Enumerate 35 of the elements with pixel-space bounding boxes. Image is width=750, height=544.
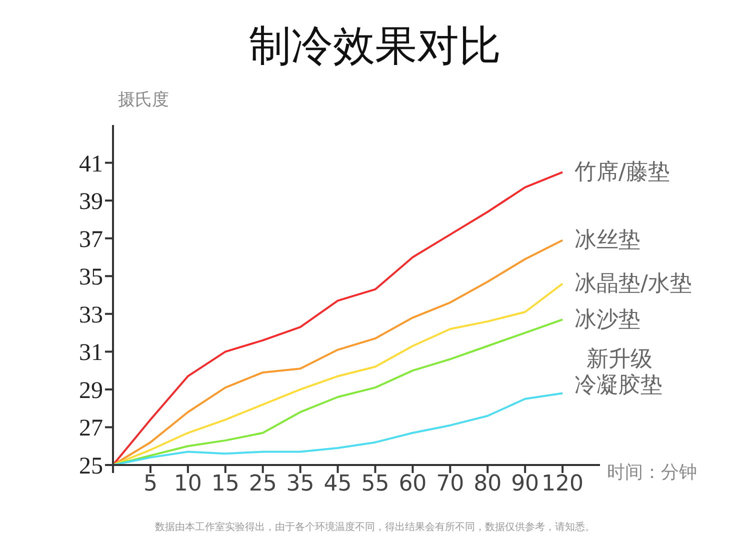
series-label: 冰晶垫/水垫 [574, 271, 692, 296]
x-tick-label: 25 [248, 472, 277, 497]
y-tick-label: 35 [79, 264, 103, 291]
y-tick-label: 25 [79, 454, 103, 480]
series-label: 新升级冷凝胶垫 [574, 346, 663, 398]
line-series [113, 239, 564, 465]
x-axis-title: 时间：分钟 [607, 461, 697, 484]
x-tick-label: 60 [398, 472, 427, 497]
y-axis-title: 摄氏度 [118, 89, 169, 111]
y-tick-label: 31 [79, 340, 103, 366]
line-series [113, 171, 564, 465]
line-series [113, 392, 564, 465]
y-tick-label: 27 [79, 416, 103, 442]
y-tick-label: 29 [79, 378, 103, 404]
x-tick-label: 10 [174, 472, 202, 497]
y-tick-label: 37 [79, 226, 103, 253]
series-label: 冰沙垫 [574, 307, 641, 332]
x-tick-label: 120 [542, 472, 584, 497]
x-tick-label: 80 [474, 472, 502, 497]
x-tick-label: 90 [511, 472, 540, 497]
y-tick-label: 39 [79, 189, 103, 216]
x-tick-label: 55 [361, 472, 390, 497]
line-series [113, 282, 564, 465]
x-tick-label: 45 [324, 472, 352, 497]
series-label: 竹席/藤垫 [574, 160, 670, 185]
x-tick-label: 35 [286, 472, 314, 497]
x-tick-label: 5 [143, 472, 158, 497]
y-tick-label: 33 [79, 302, 103, 328]
series-label: 冰丝垫 [574, 228, 641, 253]
chart-title: 制冷效果对比 [248, 23, 502, 72]
x-tick-label: 70 [436, 472, 464, 497]
line-series [113, 318, 564, 465]
y-tick-label: 41 [79, 151, 103, 178]
x-tick-label: 15 [211, 472, 240, 497]
text: 数据由本工作室实验得出，由于各个环境温度不同，得出结果会有所不同，数据仅供参考，请知悉。 [154, 520, 596, 534]
